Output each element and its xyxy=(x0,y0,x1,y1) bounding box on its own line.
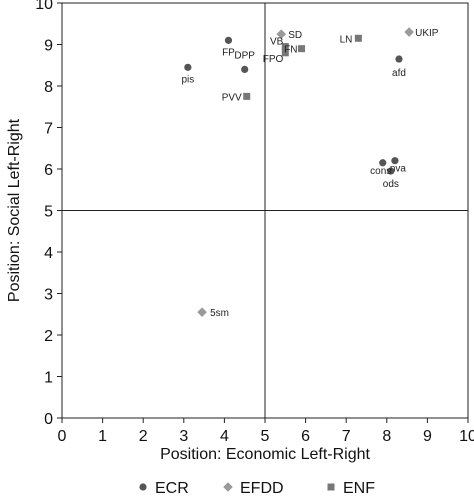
point-label-dpp: DPP xyxy=(234,50,255,61)
point-label-afd: afd xyxy=(392,68,406,79)
data-point-dpp xyxy=(241,65,249,73)
point-label-5sm: 5sm xyxy=(210,308,229,319)
x-tick-label: 6 xyxy=(301,428,310,445)
x-axis-title: Position: Economic Left-Right xyxy=(160,446,370,463)
data-point-5sm xyxy=(197,307,207,317)
y-tick-label: 1 xyxy=(44,370,53,387)
point-label-fp: FP xyxy=(222,47,235,58)
point-label-pvv: PVV xyxy=(222,92,242,103)
y-tick-label: 4 xyxy=(44,245,53,262)
point-label-pis: pis xyxy=(181,74,194,85)
y-tick-label: 10 xyxy=(35,0,53,13)
legend-label-efdd: EFDD xyxy=(240,480,284,497)
plot-area xyxy=(61,2,469,419)
x-tick-label: 7 xyxy=(342,428,351,445)
y-tick-label: 0 xyxy=(44,411,53,428)
y-tick-label: 3 xyxy=(44,287,53,304)
legend-marker-ecr xyxy=(139,483,147,491)
x-tick-label: 0 xyxy=(58,428,67,445)
data-point-pvv xyxy=(243,92,251,100)
point-label-cons: cons xyxy=(370,166,391,177)
point-label-ukip: UKIP xyxy=(415,28,439,39)
data-point-sd xyxy=(276,29,287,39)
x-tick-label: 5 xyxy=(261,428,270,445)
x-tick-label: 10 xyxy=(459,428,474,445)
legend: ECR EFDD ENF xyxy=(139,480,375,497)
legend-label-ecr: ECR xyxy=(155,480,189,497)
data-point-nva xyxy=(391,157,399,165)
y-tick-label: 9 xyxy=(44,38,53,55)
legend-marker-enf xyxy=(327,483,335,491)
y-tick-label: 6 xyxy=(44,162,53,179)
point-label-ln: LN xyxy=(340,34,353,45)
x-tick-label: 1 xyxy=(98,428,107,445)
legend-label-enf: ENF xyxy=(343,480,375,497)
point-label-fn: FN xyxy=(284,45,297,56)
axis-ticks: 0 1 2 3 4 5 6 7 8 9 10 0 1 2 3 4 5 6 7 8 9 10 xyxy=(35,0,474,445)
data-point-fn xyxy=(298,45,306,53)
data-points xyxy=(184,27,414,317)
data-point-pis xyxy=(184,63,192,71)
y-tick-label: 2 xyxy=(44,328,53,345)
y-tick-label: 7 xyxy=(44,121,53,138)
point-label-sd: SD xyxy=(288,30,302,41)
x-tick-label: 8 xyxy=(382,428,391,445)
data-point-ods xyxy=(387,167,395,175)
data-point-afd xyxy=(395,55,403,63)
x-tick-label: 3 xyxy=(179,428,188,445)
x-tick-label: 2 xyxy=(139,428,148,445)
y-axis-title: Position: Social Left-Right xyxy=(6,118,23,302)
x-tick-label: 4 xyxy=(220,428,229,445)
data-point-vb xyxy=(281,43,289,51)
data-point-ln xyxy=(354,34,362,42)
point-label-ods: ods xyxy=(383,179,399,190)
y-tick-label: 5 xyxy=(44,204,53,221)
point-label-fpo: FPO xyxy=(263,54,284,65)
data-point-fpo xyxy=(281,49,289,57)
y-tick-label: 8 xyxy=(44,79,53,96)
data-point-fp xyxy=(224,36,233,44)
data-point-cons xyxy=(379,159,387,167)
x-tick-label: 9 xyxy=(423,428,432,445)
data-point-ukip xyxy=(404,27,414,37)
point-label-vb: VB xyxy=(270,37,284,48)
legend-marker-efdd xyxy=(223,482,233,492)
point-label-nva: nva xyxy=(390,164,407,175)
